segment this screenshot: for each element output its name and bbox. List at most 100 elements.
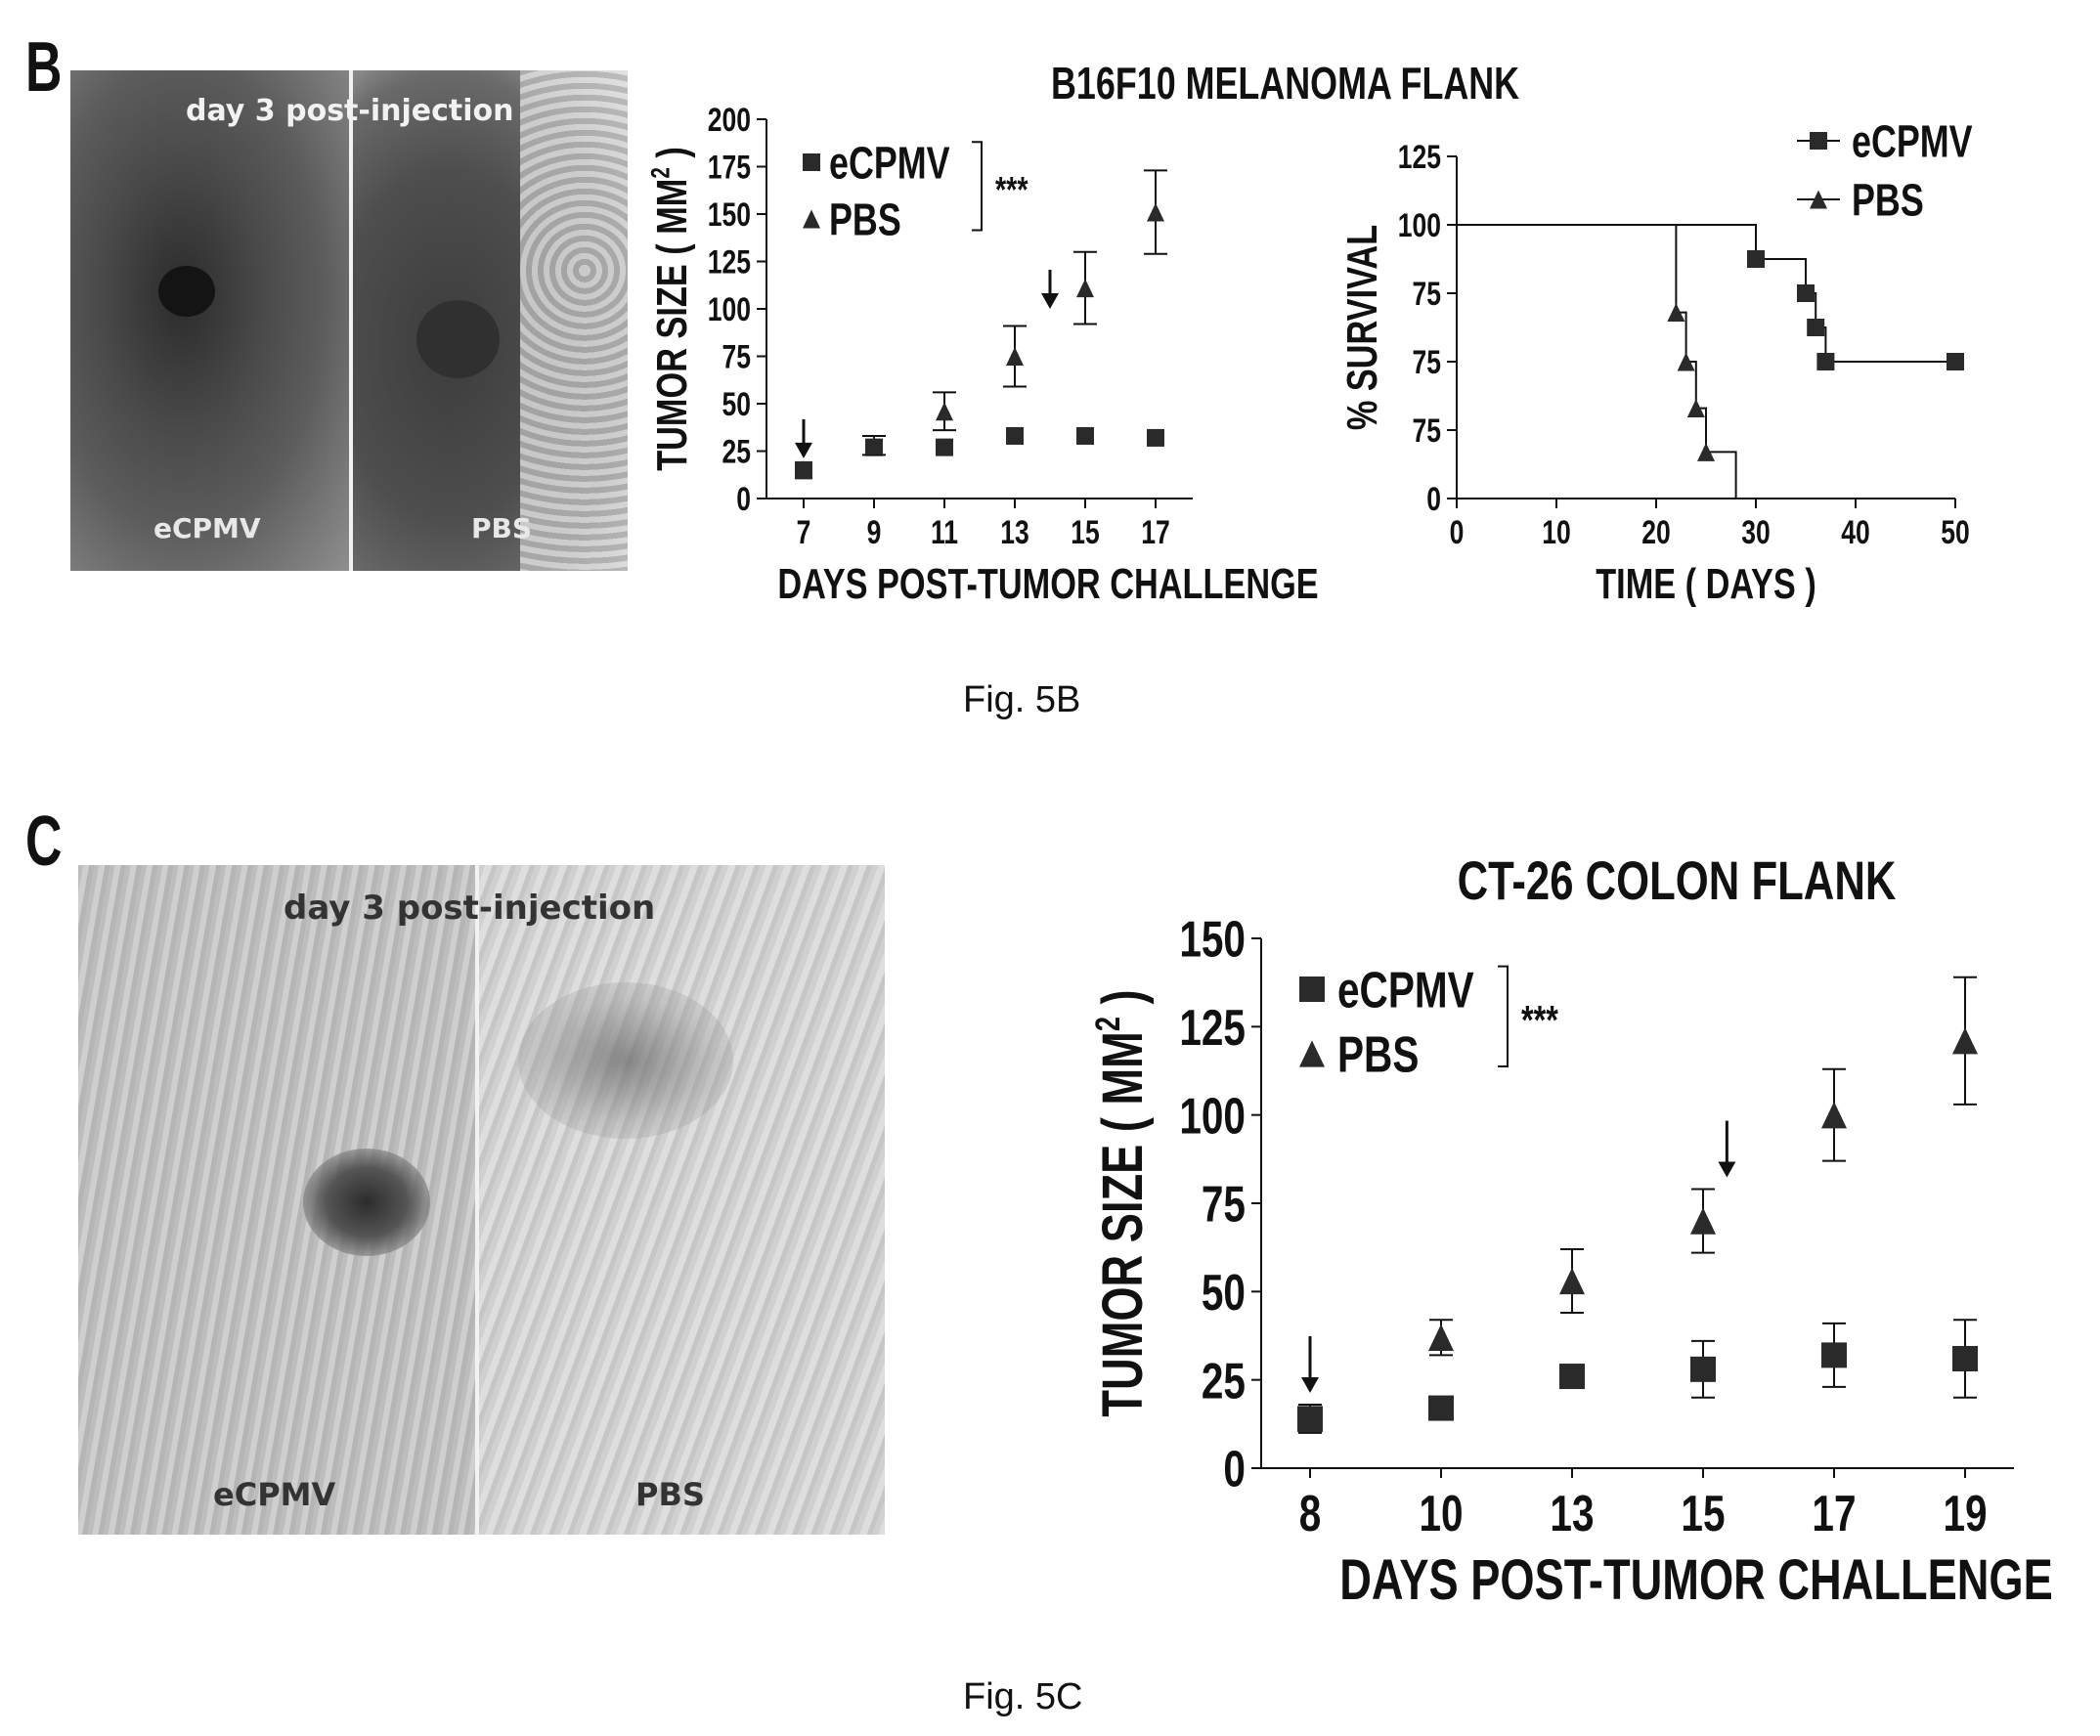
chart-title: CT-26 COLON FLANK [1458,850,1897,911]
photo-c-right-label: PBS [635,1476,705,1513]
y-tick-label: 125 [1179,999,1246,1056]
significance-label: *** [1521,997,1558,1043]
y-tick-label: 75 [1412,412,1441,450]
survival-marker-pbs [1667,303,1685,323]
figure-caption-5b: Fig. 5B [963,679,1081,720]
y-tick-label: 0 [1223,1441,1246,1497]
point-pbs-19 [1952,1027,1978,1055]
y-tick-label: 125 [708,244,751,282]
y-axis-label: TUMOR SIZE ( MM2 ) [1089,989,1156,1416]
bedding-texture [520,70,628,571]
y-tick-label: 125 [1398,139,1441,176]
y-tick-label: 0 [736,481,751,518]
point-pbs-15 [1076,279,1094,298]
treatment-arrow [1718,1120,1736,1178]
tumor-spot [303,1149,430,1256]
panel-b-title: B16F10 MELANOMA FLANK [1051,58,1520,108]
survival-marker-ecpmv [1816,353,1835,370]
point-ecpmv-10 [1428,1395,1454,1421]
treatment-arrow [1041,270,1059,309]
y-tick-label: 100 [1398,207,1441,244]
legend-label-ecpmv: eCPMV [1852,116,1973,166]
photo-c-pbs-half [479,865,885,1535]
significance-bracket [972,141,983,232]
y-tick-label: 75 [1412,276,1441,313]
photo-b: day 3 post-injection eCPMV PBS [70,70,628,571]
photo-c-top-label: day 3 post-injection [284,889,656,928]
photo-c-ecpmv-half [78,865,475,1535]
point-pbs-10 [1428,1324,1454,1351]
legend-label-pbs: PBS [1337,1026,1419,1083]
survival-marker-ecpmv [1747,250,1765,268]
y-tick-label: 25 [1202,1353,1246,1410]
y-axis-label: % SURVIVAL [1338,225,1386,430]
photo-b-pbs-half [353,70,628,571]
point-ecpmv-13 [1559,1364,1585,1390]
significance-bracket [1498,965,1509,1067]
survival-marker-ecpmv [1807,319,1825,336]
x-tick-label: 0 [1450,514,1465,551]
point-ecpmv-15 [1076,426,1094,445]
x-tick-label: 19 [1943,1485,1987,1541]
survival-marker-ecpmv [1797,284,1815,302]
x-axis-label: DAYS POST-TUMOR CHALLENGE [1339,1549,2053,1613]
photo-divider [475,865,479,1535]
x-tick-label: 8 [1299,1485,1322,1541]
y-tick-label: 75 [1202,1176,1246,1233]
point-ecpmv-17 [1821,1342,1847,1368]
y-tick-label: 75 [1412,344,1441,381]
chart-b-tumor-size: 0 25 50 75 100 125 150 175 200 7 9 11 13 15 17 DAYS POS… [647,102,1319,608]
tumor-spot [158,266,215,317]
x-tick-label: 15 [1681,1485,1725,1541]
tumor-spot [416,300,500,378]
x-axis-label: DAYS POST-TUMOR CHALLENGE [777,560,1318,608]
y-tick-label: 175 [708,150,751,187]
x-tick-label: 13 [1550,1485,1594,1541]
point-pbs-7 [795,460,812,480]
survival-marker-pbs [1697,442,1715,461]
photo-c: day 3 post-injection eCPMV PBS [78,865,885,1535]
point-pbs-17 [1147,202,1164,222]
panel-letter-b: B [25,28,63,107]
x-axis-label: TIME ( DAYS ) [1596,560,1816,608]
survival-marker-pbs [1677,352,1695,371]
point-pbs-9 [865,436,883,456]
point-pbs-13 [1006,347,1024,366]
legend-marker-pbs [803,209,820,229]
y-tick-label: 150 [1179,911,1246,968]
survival-line-pbs [1457,224,1737,499]
x-tick-label: 11 [931,514,958,551]
y-tick-label: 100 [708,291,751,328]
panel-letter-c: C [25,803,63,881]
legend-label-pbs: PBS [829,195,901,244]
photo-divider [349,70,353,571]
chart-b-survival: 0 75 75 75 100 125 0 10 20 30 40 50 TIME ( DAYS ) % S… [1338,116,1973,608]
point-ecpmv-19 [1952,1345,1978,1371]
x-tick-label: 17 [1141,514,1170,551]
figure-caption-5c: Fig. 5C [963,1676,1083,1717]
tumor-spot [518,982,733,1139]
point-pbs-15 [1690,1207,1716,1235]
x-tick-label: 10 [1542,514,1571,551]
y-tick-label: 0 [1426,481,1441,518]
legend-label-ecpmv: eCPMV [1337,962,1474,1019]
treatment-arrow [1301,1335,1319,1393]
photo-b-ecpmv-half [70,70,349,571]
y-tick-label: 75 [722,339,751,376]
significance-label: *** [995,169,1028,209]
y-tick-label: 200 [708,102,751,139]
x-tick-label: 50 [1941,514,1970,551]
legend-label-ecpmv: eCPMV [829,138,950,188]
x-tick-label: 7 [797,514,811,551]
x-tick-label: 15 [1071,514,1100,551]
point-ecpmv-15 [1690,1356,1716,1382]
y-tick-label: 150 [708,196,751,234]
y-tick-label: 100 [1179,1088,1246,1145]
x-tick-label: 17 [1812,1485,1856,1541]
point-pbs-17 [1821,1102,1847,1129]
point-pbs-8 [1297,1405,1323,1433]
legend-label-pbs: PBS [1852,175,1924,225]
legend-marker-ecpmv [1810,132,1827,150]
point-pbs-13 [1559,1267,1585,1295]
legend-marker-pbs [1810,190,1827,209]
